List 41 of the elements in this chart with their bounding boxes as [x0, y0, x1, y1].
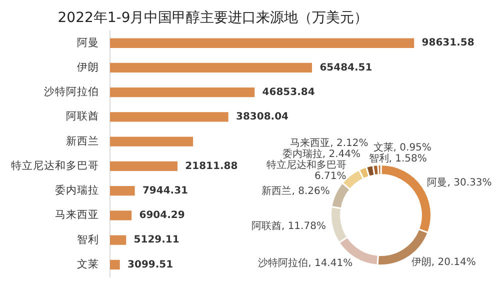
y-tick-label: 马来西亚	[55, 208, 99, 222]
y-tick-label: 阿曼	[77, 36, 99, 49]
bar	[110, 38, 414, 48]
y-tick-label: 伊朗	[77, 60, 99, 74]
y-tick-label: 委内瑞拉	[55, 184, 99, 197]
bar	[110, 260, 120, 270]
slice-label: 特立尼达和多巴哥	[266, 158, 346, 171]
slice-label: 智利, 1.58%	[368, 152, 427, 164]
chart-title: 2022年1-9月中国甲醇主要进口来源地（万美元）	[58, 10, 368, 26]
bar	[110, 186, 135, 196]
bar	[110, 210, 132, 220]
data-label: 6.71%	[314, 170, 346, 182]
data-label: 6904.29	[139, 210, 185, 222]
data-label: 7944.31	[142, 185, 188, 196]
bar	[110, 161, 178, 172]
data-label: 46853.84	[262, 86, 315, 98]
slice-label: 阿曼, 30.33%	[427, 178, 492, 189]
y-tick-label: 智利	[77, 232, 99, 246]
bar	[110, 62, 312, 73]
data-label: 5129.11	[134, 234, 180, 246]
slice-label: 委内瑞拉, 2.44%	[282, 148, 360, 160]
bar	[110, 88, 255, 98]
y-tick-label: 沙特阿拉伯	[44, 85, 99, 98]
data-label: 3099.51	[128, 259, 174, 270]
bar	[110, 136, 194, 146]
slice-label: 文莱, 0.95%	[373, 141, 432, 154]
y-tick-label: 新西兰	[66, 134, 99, 148]
slice-label: 伊朗, 20.14%	[411, 256, 476, 268]
bar	[110, 235, 126, 245]
y-tick-label: 阿联酋	[66, 110, 99, 123]
data-label: 21811.88	[185, 160, 238, 172]
y-tick-label: 文莱	[77, 257, 99, 270]
y-tick-label: 特立尼达和多巴哥	[11, 158, 99, 172]
bar	[110, 112, 228, 122]
data-label: 98631.58	[422, 38, 474, 49]
slice-label: 阿联酋, 11.78%	[251, 220, 326, 232]
data-label: 38308.04	[236, 112, 289, 123]
slice-label: 沙特阿拉伯, 14.41%	[258, 257, 353, 270]
slice-label: 马来西亚, 2.12%	[290, 136, 368, 149]
slice-label: 新西兰, 8.26%	[262, 185, 330, 198]
data-label: 65484.51	[320, 62, 372, 74]
